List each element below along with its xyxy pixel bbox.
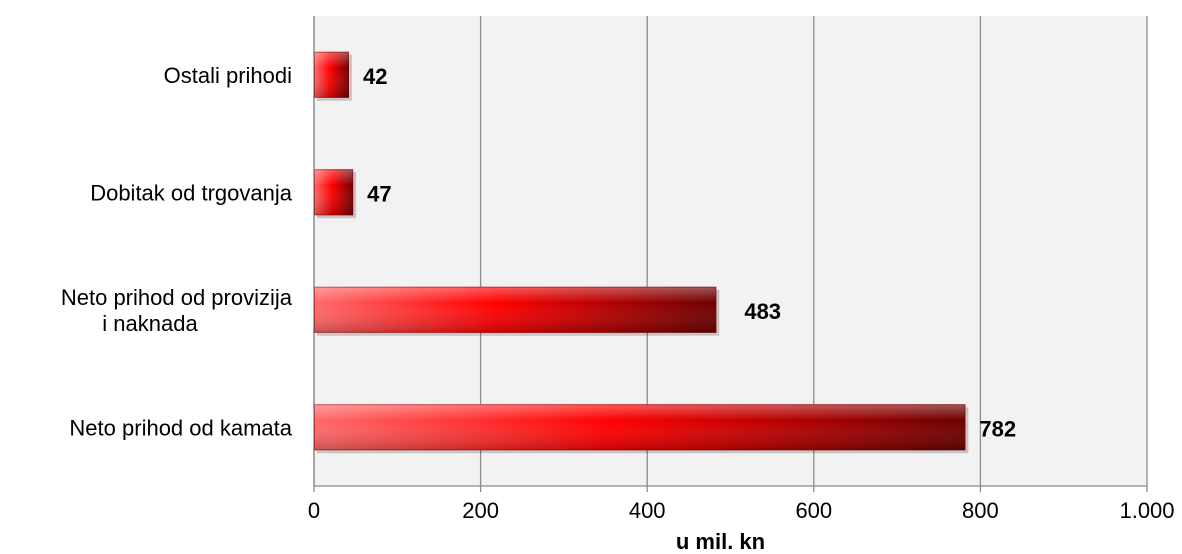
category-label: Ostali prihodi [164,63,292,88]
category-label: i naknada [102,311,198,336]
category-labels: Ostali prihodi Dobitak od trgovanja Neto p… [61,63,293,441]
data-labels: 42 47 483 782 [363,64,1016,442]
x-axis-title: u mil. kn [676,529,765,554]
x-tick-label: 0 [308,498,320,523]
x-tick-label: 800 [962,498,999,523]
category-label: Dobitak od trgovanja [90,180,293,205]
bars [314,51,969,454]
bar [314,404,969,454]
data-label: 47 [367,181,391,206]
x-tick-labels: 0 200 400 600 800 1.000 [308,498,1175,523]
x-tick-label: 400 [629,498,666,523]
data-label: 483 [744,299,781,324]
data-label: 42 [363,64,387,89]
bar [314,286,720,336]
data-label: 782 [979,416,1016,441]
category-label: Neto prihod od kamata [69,415,292,440]
category-label: Neto prihod od provizija [61,285,293,310]
x-tick-label: 1.000 [1119,498,1174,523]
x-tick-label: 600 [795,498,832,523]
bar [314,51,352,101]
x-tick-label: 200 [462,498,499,523]
bar [314,169,357,219]
